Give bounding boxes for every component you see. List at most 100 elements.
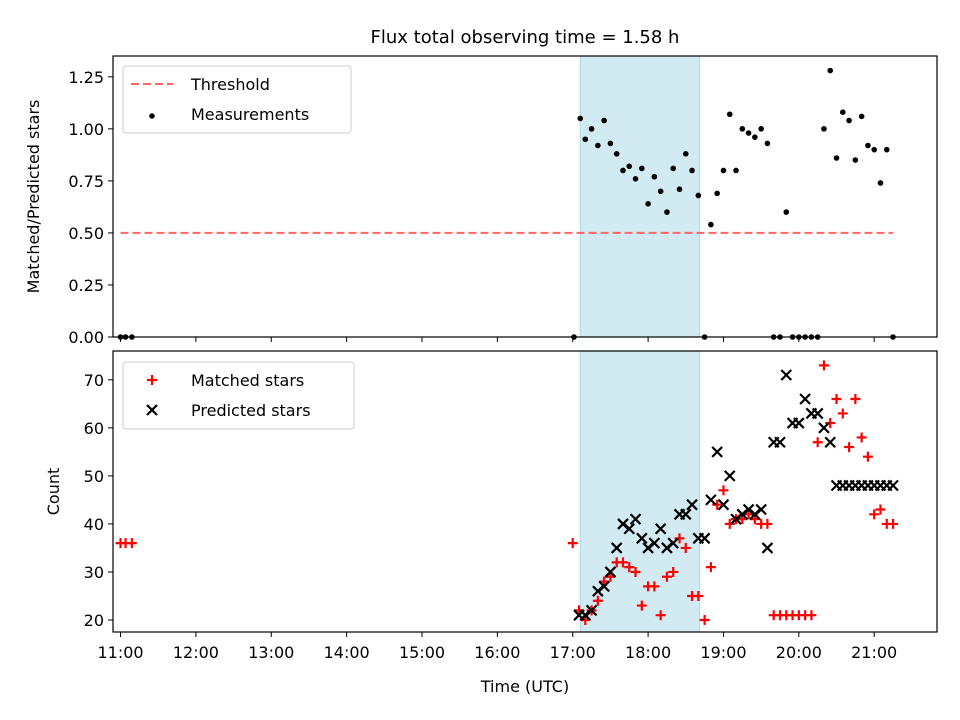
matched-star-marker: [126, 538, 137, 549]
matched-star-marker: [875, 504, 886, 515]
predicted-star-marker: [648, 537, 661, 549]
predicted-star-marker: [755, 503, 767, 516]
x-tick-label: 18:00: [625, 643, 671, 662]
measurement-point: [620, 167, 626, 174]
matched-star-marker: [705, 562, 716, 573]
predicted-star-marker: [610, 542, 623, 554]
matched-star-marker: [567, 538, 578, 549]
chart-title: Flux total observing time = 1.58 h: [371, 27, 680, 48]
measurement-point: [846, 117, 852, 124]
x-tick-label: 11:00: [97, 643, 143, 662]
measurement-point: [689, 167, 695, 174]
matched-star-marker: [624, 562, 635, 573]
observing-interval-shade: [579, 350, 701, 633]
measurement-point: [695, 192, 702, 199]
measurement-point: [852, 157, 859, 163]
x-tick-label: 21:00: [851, 643, 897, 662]
matched-star-marker: [856, 432, 867, 443]
legend-matched-label: Matched stars: [191, 371, 304, 390]
predicted-star-marker: [680, 508, 692, 521]
predicted-star-marker: [623, 522, 636, 535]
predicted-star-marker: [818, 422, 830, 434]
measurement-point: [865, 142, 871, 149]
predicted-star-marker: [811, 407, 824, 420]
measurement-point: [670, 165, 677, 172]
measurement-point: [752, 134, 758, 140]
measurement-point: [871, 146, 877, 153]
measurement-point: [676, 186, 683, 193]
y-tick-label: 40: [84, 515, 104, 534]
y-tick-label: 60: [84, 419, 104, 438]
measurement-point: [626, 163, 633, 170]
predicted-star-marker: [761, 542, 774, 554]
measurement-point: [745, 130, 752, 136]
x-tick-label: 15:00: [399, 643, 445, 662]
y-axis-label: Count: [44, 468, 63, 516]
measurement-point: [613, 151, 620, 157]
measurement-point: [664, 209, 670, 215]
predicted-star-marker: [705, 494, 717, 506]
predicted-star-marker: [887, 479, 899, 492]
y-tick-label: 30: [84, 563, 104, 582]
matched-star-marker: [712, 499, 723, 510]
measurement-point: [632, 176, 639, 182]
y-tick-label: 0.50: [68, 224, 104, 243]
predicted-star-marker: [723, 470, 736, 482]
matched-star-marker: [888, 518, 899, 529]
measurement-point: [858, 113, 865, 120]
predicted-star-marker: [698, 532, 711, 545]
matched-star-marker: [869, 509, 880, 520]
matched-star-marker: [699, 614, 710, 625]
matched-star-marker: [837, 408, 848, 419]
measurement-point: [821, 126, 827, 132]
matched-star-marker: [655, 610, 666, 621]
measurement-point: [877, 180, 884, 186]
legend-box: [122, 361, 355, 430]
predicted-star-marker: [629, 513, 642, 525]
measurement-point: [582, 136, 589, 143]
matched-star-marker: [718, 485, 729, 496]
predicted-star-marker: [824, 436, 837, 449]
y-tick-label: 1.25: [68, 68, 104, 87]
matched-star-marker: [592, 595, 603, 606]
y-tick-label: 0.75: [68, 172, 104, 191]
measurement-point: [883, 146, 890, 153]
matched-star-marker: [724, 518, 735, 529]
matched-star-marker: [806, 610, 817, 621]
legend-measurement-swatch: [149, 113, 155, 119]
predicted-star-marker: [686, 498, 698, 511]
matched-star-marker: [831, 394, 842, 405]
top-panel: 0.00 0.25 0.50 0.75 1.00 1.25 Matched/Predicte…: [24, 55, 938, 347]
matched-star-marker: [617, 557, 628, 568]
x-tick-label: 14:00: [324, 643, 370, 662]
y-tick-label: 50: [84, 467, 104, 486]
predicted-star-marker: [654, 522, 667, 535]
x-tick-label: 17:00: [550, 643, 596, 662]
legend-predicted-label: Predicted stars: [191, 401, 311, 420]
measurement-point: [764, 140, 771, 147]
y-tick-label: 1.00: [68, 120, 104, 139]
predicted-star-marker: [598, 580, 610, 593]
x-tick-label: 16:00: [474, 643, 520, 662]
predicted-star-marker: [636, 532, 648, 545]
measurement-point: [733, 167, 739, 174]
predicted-star-marker: [793, 417, 805, 429]
measurement-point: [720, 167, 727, 174]
measurement-point: [682, 151, 689, 157]
predicted-star-marker: [799, 393, 811, 405]
legend-threshold-label: Threshold: [190, 75, 270, 94]
predicted-star-marker: [604, 566, 617, 578]
matched-star-marker: [825, 418, 836, 429]
matched-star-marker: [668, 566, 679, 577]
matched-star-marker: [818, 360, 829, 371]
measurement-point: [577, 115, 584, 122]
matched-star-marker: [844, 442, 855, 453]
legend: Matched stars Predicted stars: [122, 361, 355, 430]
legend-matched-swatch: [147, 375, 157, 385]
measurement-point: [651, 173, 658, 180]
predicted-star-marker: [667, 537, 679, 549]
measurement-point: [645, 200, 651, 207]
measurement-point: [607, 140, 614, 147]
matched-star-marker: [850, 394, 861, 405]
